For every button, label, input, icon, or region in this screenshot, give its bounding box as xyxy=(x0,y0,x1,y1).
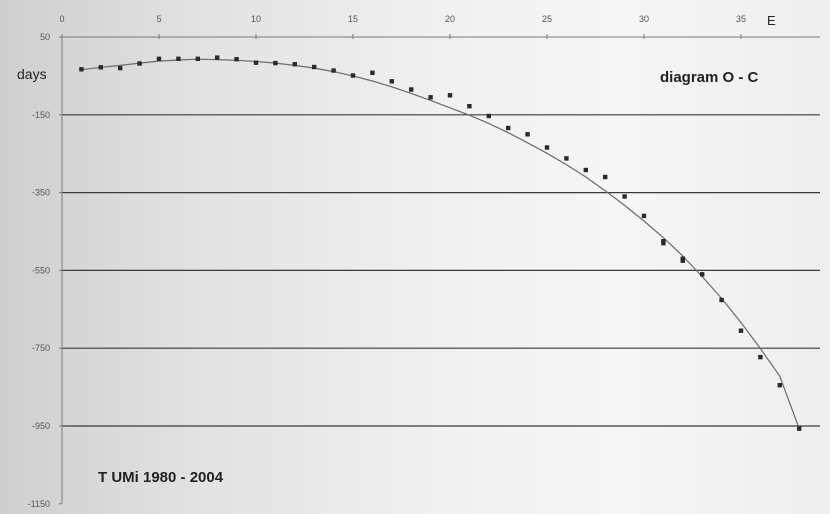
data-point xyxy=(622,194,627,199)
x-tick-label: 0 xyxy=(59,14,64,24)
data-point xyxy=(700,272,705,277)
x-axis-label: E xyxy=(767,13,776,28)
x-tick-label: 5 xyxy=(156,14,161,24)
y-tick-label: -950 xyxy=(32,421,50,431)
data-point xyxy=(603,174,608,180)
y-tick-label: 50 xyxy=(40,32,50,42)
x-tick-label: 20 xyxy=(445,14,455,24)
data-point xyxy=(467,104,472,109)
data-point xyxy=(98,65,103,70)
data-point xyxy=(331,68,336,73)
y-tick-label: -550 xyxy=(32,265,50,275)
data-point xyxy=(486,113,491,119)
y-tick-label: -150 xyxy=(32,110,50,120)
data-point xyxy=(195,56,200,61)
x-tick-label: 25 xyxy=(542,14,552,24)
x-tick-label: 35 xyxy=(736,14,746,24)
y-axis-label: days xyxy=(17,66,47,82)
data-point xyxy=(797,426,802,431)
data-point xyxy=(661,241,666,246)
data-point xyxy=(409,87,414,92)
chart-title: diagram O - C xyxy=(660,69,759,86)
fit-curve xyxy=(81,58,800,429)
data-point xyxy=(738,328,744,333)
data-point xyxy=(428,95,433,100)
x-tick-label: 15 xyxy=(348,14,358,24)
data-point xyxy=(583,167,588,173)
data-point xyxy=(176,56,181,61)
data-point xyxy=(312,64,317,70)
data-point xyxy=(253,60,259,65)
y-tick-labels: 50 -150 -350 -550 -750 -950 -1150 xyxy=(28,32,50,509)
data-point xyxy=(118,65,123,71)
data-point xyxy=(215,55,220,60)
y-tick-label: -350 xyxy=(32,188,50,198)
data-point xyxy=(506,125,511,131)
x-tick-label: 30 xyxy=(639,14,649,24)
data-point xyxy=(137,61,142,66)
y-tick-label: -750 xyxy=(32,343,50,353)
y-tick-label: -1150 xyxy=(28,499,50,509)
data-point xyxy=(680,258,685,263)
data-point xyxy=(777,383,782,388)
chart-subtitle: T UMi 1980 - 2004 xyxy=(98,469,224,486)
grid-lines xyxy=(62,114,820,427)
data-point xyxy=(641,213,647,219)
data-point xyxy=(758,354,763,360)
x-tick-labels: 0 5 10 15 20 25 30 35 xyxy=(59,14,746,24)
data-point xyxy=(544,145,550,150)
data-point xyxy=(370,70,375,75)
data-points xyxy=(79,55,802,431)
data-point xyxy=(447,93,453,98)
data-point xyxy=(156,56,162,61)
data-point xyxy=(79,67,84,72)
data-point xyxy=(719,297,724,303)
data-point xyxy=(525,132,530,137)
data-point xyxy=(564,156,569,161)
data-point xyxy=(234,57,239,62)
data-point xyxy=(350,73,356,78)
x-tick-label: 10 xyxy=(251,14,261,24)
axes xyxy=(59,34,820,505)
data-point xyxy=(389,79,394,84)
data-point xyxy=(273,60,278,66)
data-point xyxy=(292,62,297,67)
